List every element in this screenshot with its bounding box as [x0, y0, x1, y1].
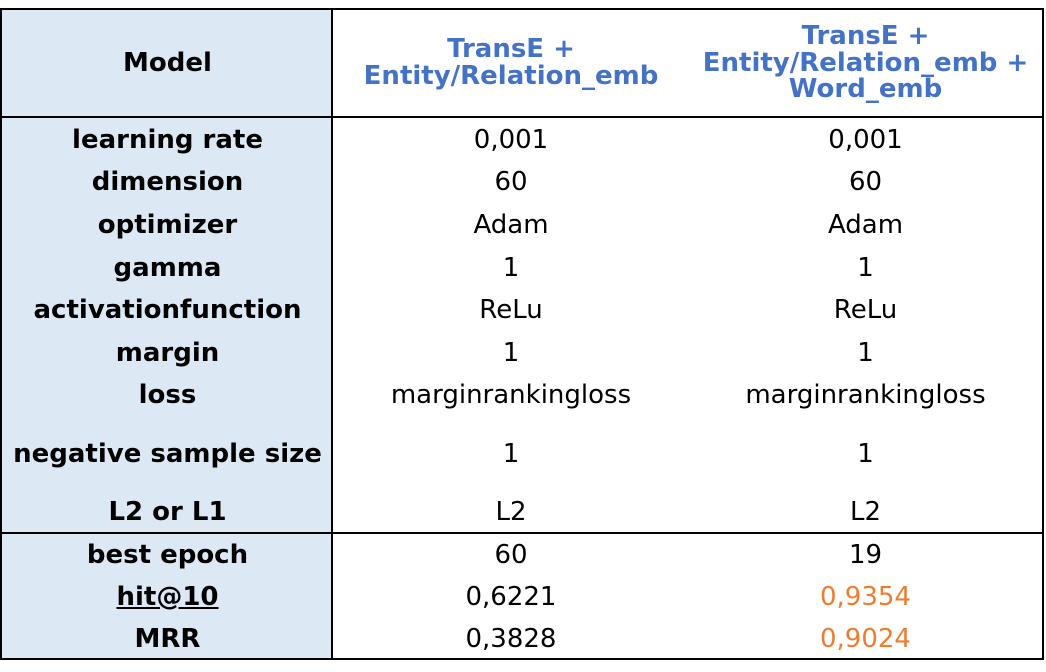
row-value: marginrankingloss: [745, 380, 986, 410]
row-value: 19: [848, 540, 883, 570]
header-divider: [2, 116, 1042, 118]
row-label: dimension: [91, 167, 244, 197]
row-value: 0,001: [828, 125, 903, 155]
header-col1: TransE + Entity/Relation_emb: [363, 34, 659, 91]
row-label: optimizer: [97, 210, 238, 240]
row-value: 0,6221: [465, 582, 557, 612]
row-value: 0,001: [473, 125, 549, 155]
row-value: 60: [494, 167, 528, 197]
row-value: 1: [502, 439, 520, 469]
row-value: 60: [494, 540, 528, 570]
label-column-background: [2, 10, 333, 658]
row-value-highlight: 0,9024: [820, 624, 911, 654]
header-model-label: Model: [123, 47, 212, 78]
row-value: L2: [849, 497, 882, 527]
row-value: 1: [502, 253, 520, 283]
row-value: 1: [857, 439, 874, 469]
row-label: negative sample size: [13, 439, 322, 469]
row-value: 0,3828: [465, 624, 557, 654]
row-value-highlight: 0,9354: [820, 582, 911, 612]
row-value: ReLu: [833, 295, 898, 325]
row-value: 1: [502, 338, 520, 368]
results-table: Model TransE + Entity/Relation_emb Trans…: [0, 8, 1044, 660]
row-label-hit10: hit@10: [116, 582, 219, 612]
row-value: marginrankingloss: [390, 380, 632, 410]
results-divider: [2, 532, 1042, 534]
row-value: Adam: [827, 210, 904, 240]
row-label: learning rate: [72, 125, 263, 155]
row-label: loss: [138, 380, 197, 410]
row-value: Adam: [473, 210, 549, 240]
row-label: best epoch: [86, 540, 249, 570]
row-label: margin: [115, 338, 220, 368]
row-value: 1: [857, 253, 874, 283]
row-value: 60: [848, 167, 883, 197]
row-value: ReLu: [479, 295, 543, 325]
row-label: MRR: [134, 624, 201, 654]
row-label: gamma: [113, 253, 222, 283]
header-col2: TransE + Entity/Relation_emb + Word_emb: [702, 21, 1029, 105]
row-label: L2 or L1: [108, 497, 227, 527]
row-value: 1: [857, 338, 874, 368]
row-value: L2: [495, 497, 527, 527]
row-label: activationfunction: [33, 295, 302, 325]
